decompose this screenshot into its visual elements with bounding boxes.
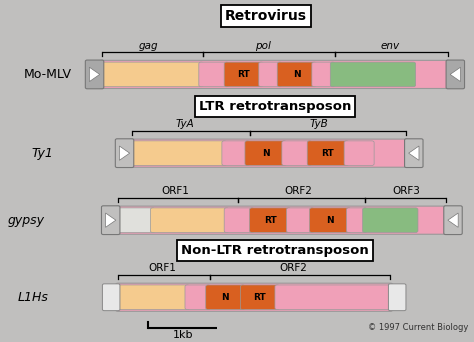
Text: Non-LTR retrotransposon: Non-LTR retrotransposon: [181, 244, 369, 257]
Text: RT: RT: [322, 149, 334, 158]
FancyBboxPatch shape: [330, 62, 416, 87]
Text: N: N: [293, 70, 301, 79]
Text: gag: gag: [138, 41, 158, 51]
Text: RT: RT: [264, 216, 277, 225]
Text: ORF1: ORF1: [148, 263, 176, 274]
Text: Ty1: Ty1: [32, 147, 54, 160]
FancyBboxPatch shape: [85, 60, 104, 89]
FancyBboxPatch shape: [344, 141, 374, 166]
FancyBboxPatch shape: [259, 62, 282, 87]
FancyBboxPatch shape: [129, 139, 409, 167]
Text: N: N: [262, 149, 270, 158]
Text: 1kb: 1kb: [173, 330, 193, 340]
FancyBboxPatch shape: [240, 285, 280, 310]
Text: Retrovirus: Retrovirus: [225, 9, 307, 23]
Text: pol: pol: [255, 41, 271, 51]
FancyBboxPatch shape: [277, 62, 317, 87]
FancyBboxPatch shape: [222, 141, 250, 166]
FancyBboxPatch shape: [388, 284, 406, 311]
FancyBboxPatch shape: [286, 208, 314, 233]
Polygon shape: [119, 146, 130, 160]
Text: N: N: [221, 293, 229, 302]
Text: TyB: TyB: [310, 119, 328, 129]
Text: ORF2: ORF2: [284, 186, 312, 196]
FancyBboxPatch shape: [250, 208, 291, 233]
FancyBboxPatch shape: [150, 208, 229, 233]
FancyBboxPatch shape: [102, 284, 120, 311]
FancyBboxPatch shape: [310, 208, 351, 233]
Text: RT: RT: [237, 70, 250, 79]
FancyBboxPatch shape: [206, 285, 245, 310]
Text: ORF2: ORF2: [280, 263, 307, 274]
FancyBboxPatch shape: [116, 208, 155, 233]
FancyBboxPatch shape: [363, 208, 418, 233]
FancyBboxPatch shape: [100, 62, 203, 87]
Text: © 1997 Current Biology: © 1997 Current Biology: [368, 324, 469, 332]
FancyBboxPatch shape: [115, 139, 134, 168]
FancyBboxPatch shape: [245, 141, 286, 166]
Text: env: env: [381, 41, 400, 51]
FancyBboxPatch shape: [405, 139, 423, 168]
Polygon shape: [409, 146, 419, 160]
Polygon shape: [106, 213, 116, 227]
Polygon shape: [448, 213, 458, 227]
FancyBboxPatch shape: [185, 285, 210, 310]
FancyBboxPatch shape: [312, 62, 335, 87]
FancyBboxPatch shape: [446, 60, 465, 89]
Text: Mo-MLV: Mo-MLV: [24, 68, 72, 81]
FancyBboxPatch shape: [444, 206, 462, 235]
Text: ORF3: ORF3: [392, 186, 420, 196]
FancyBboxPatch shape: [275, 285, 392, 310]
FancyBboxPatch shape: [282, 141, 312, 166]
FancyBboxPatch shape: [99, 60, 451, 89]
FancyBboxPatch shape: [116, 285, 190, 310]
FancyBboxPatch shape: [224, 62, 264, 87]
Text: ORF1: ORF1: [162, 186, 190, 196]
Text: TyA: TyA: [175, 119, 194, 129]
FancyBboxPatch shape: [307, 141, 349, 166]
FancyBboxPatch shape: [346, 208, 367, 233]
Polygon shape: [90, 67, 100, 82]
FancyBboxPatch shape: [115, 283, 393, 311]
Text: N: N: [327, 216, 334, 225]
FancyBboxPatch shape: [101, 206, 120, 235]
Polygon shape: [450, 67, 460, 82]
FancyBboxPatch shape: [224, 208, 254, 233]
Text: gypsy: gypsy: [7, 214, 44, 227]
FancyBboxPatch shape: [115, 206, 448, 234]
Text: LTR retrotransposon: LTR retrotransposon: [199, 100, 351, 113]
FancyBboxPatch shape: [129, 141, 227, 166]
Text: L1Hs: L1Hs: [18, 291, 49, 304]
FancyBboxPatch shape: [199, 62, 229, 87]
Text: RT: RT: [254, 293, 266, 302]
